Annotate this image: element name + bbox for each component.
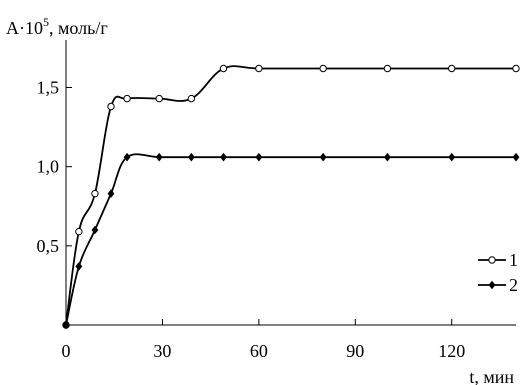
y-axis-label-unit: , моль/г <box>49 18 108 38</box>
series-1-point <box>123 94 131 103</box>
series-2-point <box>448 152 456 162</box>
series-1-point <box>219 64 228 73</box>
y-tick-label: 1,5 <box>37 78 60 98</box>
y-axis-label: A·105, моль/г <box>6 15 108 38</box>
series-2-point <box>155 152 163 162</box>
x-tick-label: 0 <box>62 341 71 361</box>
series-2-point <box>91 225 99 235</box>
series-1-point <box>91 189 99 198</box>
series-2-point <box>107 189 115 198</box>
y-tick-label: 1,0 <box>37 157 60 177</box>
series-1-point <box>107 102 115 111</box>
series-2-point <box>75 262 83 271</box>
series-2-point <box>512 152 520 162</box>
series-lines <box>65 65 516 326</box>
x-axis-label: t, мин <box>469 367 514 385</box>
x-tick-label: 90 <box>346 341 364 361</box>
series-2-point <box>187 152 195 162</box>
x-tick-label: 30 <box>153 341 171 361</box>
series-2-point <box>319 152 327 162</box>
legend-marker-2 <box>488 280 496 290</box>
series-1-point <box>512 64 520 73</box>
series-2-point <box>62 320 70 330</box>
series-2-point <box>255 152 263 162</box>
series-2-line <box>65 153 516 326</box>
legend-label-2: 2 <box>509 275 518 295</box>
series-2-point <box>220 152 227 162</box>
x-tick-label: 120 <box>438 341 465 361</box>
y-axis-label-exponent: 5 <box>43 15 49 29</box>
series-1-point <box>319 64 327 73</box>
series-markers <box>62 64 520 330</box>
y-axis-label-main: A·10 <box>6 18 43 38</box>
series-1-point <box>75 227 83 236</box>
series-1-point <box>448 64 456 73</box>
series-1-point <box>383 64 392 73</box>
legend-label-1: 1 <box>509 250 518 270</box>
x-tick-label: 60 <box>250 341 268 361</box>
axes <box>65 40 516 326</box>
series-1-point <box>187 94 196 103</box>
ticks: 0 30 60 90 120 0,5 1,0 1,5 <box>37 78 466 362</box>
legend: 12 <box>478 250 518 295</box>
series-1-point <box>255 64 263 73</box>
legend-marker-1 <box>488 256 496 264</box>
series-2-point <box>123 152 131 162</box>
y-tick-label: 0,5 <box>37 236 60 256</box>
series-2-point <box>384 152 391 162</box>
series-1-point <box>155 94 163 103</box>
series-1-line <box>65 65 516 326</box>
